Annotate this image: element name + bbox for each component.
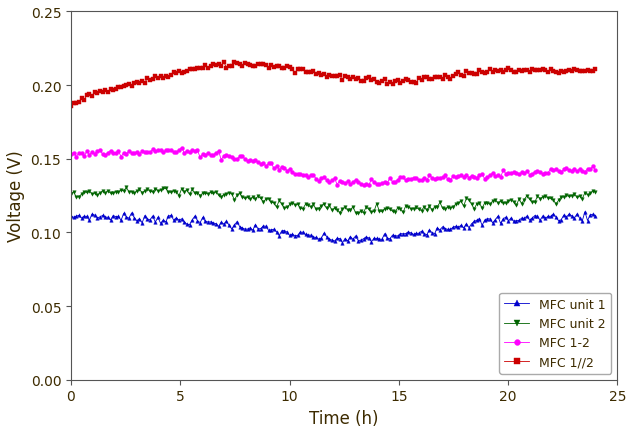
MFC 1//2 — [88, 94, 96, 99]
MFC unit 2 — [123, 185, 130, 191]
MFC 1-2 — [570, 167, 578, 172]
MFC 1-2 — [360, 183, 367, 188]
MFC 1//2 — [165, 75, 172, 80]
MFC unit 1 — [592, 214, 599, 219]
MFC unit 2 — [210, 191, 217, 197]
MFC 1//2 — [592, 67, 599, 72]
MFC unit 1 — [339, 240, 346, 246]
MFC 1-2 — [552, 168, 560, 173]
Legend: MFC unit 1, MFC unit 2, MFC 1-2, MFC 1//2: MFC unit 1, MFC unit 2, MFC 1-2, MFC 1//… — [499, 293, 611, 374]
MFC unit 2 — [99, 189, 106, 194]
Line: MFC unit 1: MFC unit 1 — [69, 210, 597, 245]
MFC unit 2 — [354, 211, 362, 216]
MFC unit 1 — [67, 214, 75, 219]
MFC 1-2 — [165, 148, 172, 154]
MFC unit 1 — [88, 212, 96, 217]
MFC 1//2 — [67, 104, 75, 109]
MFC unit 2 — [67, 192, 75, 197]
Line: MFC 1//2: MFC 1//2 — [69, 61, 597, 108]
MFC unit 1 — [165, 214, 172, 219]
MFC 1-2 — [88, 150, 96, 155]
MFC 1//2 — [99, 91, 106, 96]
MFC 1//2 — [568, 69, 575, 74]
MFC 1-2 — [99, 152, 106, 157]
MFC unit 2 — [88, 192, 96, 197]
Y-axis label: Voltage (V): Voltage (V) — [7, 151, 25, 242]
MFC unit 1 — [207, 220, 215, 225]
Line: MFC 1-2: MFC 1-2 — [69, 146, 598, 188]
MFC unit 1 — [549, 212, 557, 217]
MFC unit 2 — [592, 190, 599, 195]
Line: MFC unit 2: MFC unit 2 — [69, 186, 597, 215]
MFC unit 1 — [568, 214, 575, 219]
MFC 1-2 — [592, 168, 599, 173]
MFC unit 2 — [167, 190, 175, 195]
MFC unit 1 — [581, 210, 589, 215]
MFC 1//2 — [549, 69, 557, 75]
MFC 1-2 — [178, 145, 185, 151]
MFC 1//2 — [207, 64, 215, 69]
MFC unit 1 — [99, 214, 106, 219]
MFC 1-2 — [67, 152, 75, 158]
MFC 1//2 — [230, 60, 238, 65]
MFC unit 2 — [570, 192, 578, 197]
X-axis label: Time (h): Time (h) — [310, 409, 379, 427]
MFC 1-2 — [210, 153, 217, 158]
MFC unit 2 — [552, 202, 560, 207]
